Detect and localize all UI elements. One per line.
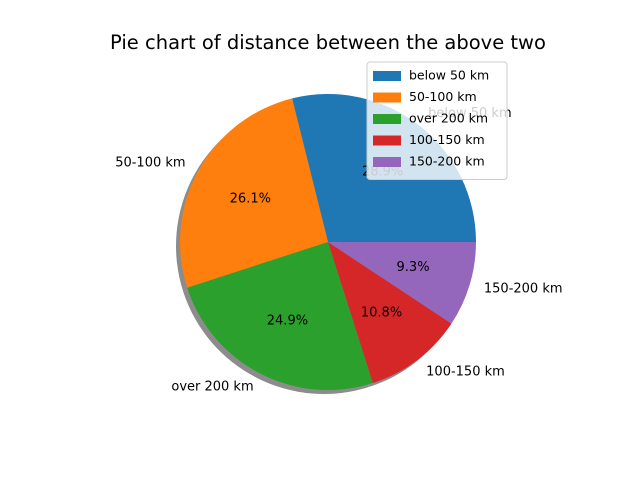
legend-label-over-200-km: over 200 km bbox=[409, 111, 488, 126]
legend-label-100-150-km: 100-150 km bbox=[409, 132, 485, 147]
legend-label-150-200-km: 150-200 km bbox=[409, 154, 485, 169]
legend: below 50 km 50-100 km over 200 km 100-150 k… bbox=[366, 61, 508, 180]
pie-slice-over-200-km bbox=[187, 242, 373, 390]
pie-slices bbox=[180, 94, 477, 390]
legend-frame bbox=[366, 61, 508, 180]
percent-label-over-200-km: 24.9% bbox=[267, 313, 308, 328]
percent-label-150-200-km: 9.3% bbox=[397, 260, 430, 275]
chart-title: Pie chart of distance between the above … bbox=[110, 31, 546, 54]
legend-swatch-150-200-km bbox=[373, 157, 401, 167]
slice-label-100-150-km: 100-150 km bbox=[426, 364, 505, 379]
legend-swatch-below-50-km bbox=[373, 71, 401, 81]
pie-slice-150-200-km bbox=[328, 242, 476, 324]
percent-label-100-150-km: 10.8% bbox=[361, 305, 402, 320]
pie-slice-100-150-km bbox=[328, 242, 452, 384]
slice-label-150-200-km: 150-200 km bbox=[484, 281, 563, 296]
legend-swatch-100-150-km bbox=[373, 135, 401, 146]
legend-swatch-50-100-km bbox=[373, 92, 401, 103]
legend-swatch-over-200-km bbox=[373, 114, 401, 124]
percent-label-50-100-km: 26.1% bbox=[230, 191, 271, 206]
pie-slice-50-100-km bbox=[180, 98, 328, 288]
slice-label-over-200-km: over 200 km bbox=[171, 379, 253, 394]
legend-label-50-100-km: 50-100 km bbox=[409, 89, 477, 104]
slice-label-50-100-km: 50-100 km bbox=[115, 156, 185, 171]
legend-label-below-50-km: below 50 km bbox=[409, 68, 489, 83]
